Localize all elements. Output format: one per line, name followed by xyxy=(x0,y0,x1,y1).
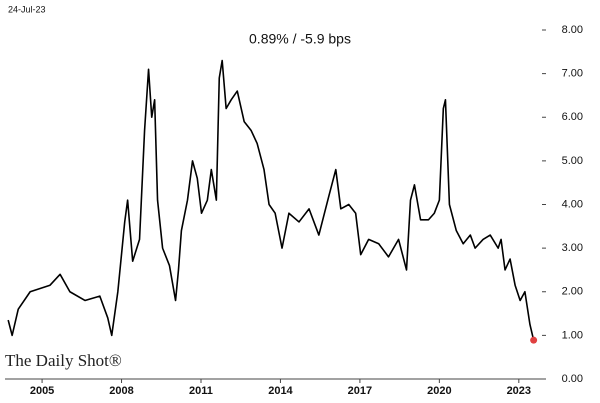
y-tick-label: 6.00 xyxy=(562,111,583,123)
y-tick-label: 4.00 xyxy=(562,198,583,210)
x-tick-label: 2020 xyxy=(427,385,451,397)
series-line xyxy=(7,59,535,341)
y-tick-label: 2.00 xyxy=(562,286,583,298)
y-tick-label: 3.00 xyxy=(562,242,583,254)
y-tick-label: 7.00 xyxy=(562,68,583,80)
watermark: The Daily Shot® xyxy=(5,351,122,370)
x-tick-label: 2023 xyxy=(507,385,531,397)
x-tick-label: 2017 xyxy=(348,385,372,397)
date-label: 24-Jul-23 xyxy=(8,4,46,14)
x-tick-label: 2011 xyxy=(189,385,213,397)
chart-title: 0.89% / -5.9 bps xyxy=(249,31,351,47)
y-tick-label: 8.00 xyxy=(562,24,583,36)
x-tick-label: 2008 xyxy=(109,385,133,397)
y-tick-label: 0.00 xyxy=(562,373,583,385)
x-tick-label: 2014 xyxy=(268,385,293,397)
end-marker xyxy=(530,336,538,344)
y-tick-label: 1.00 xyxy=(562,329,583,341)
title-box xyxy=(222,26,372,52)
y-tick-label: 5.00 xyxy=(562,155,583,167)
x-tick-label: 2005 xyxy=(30,385,54,397)
